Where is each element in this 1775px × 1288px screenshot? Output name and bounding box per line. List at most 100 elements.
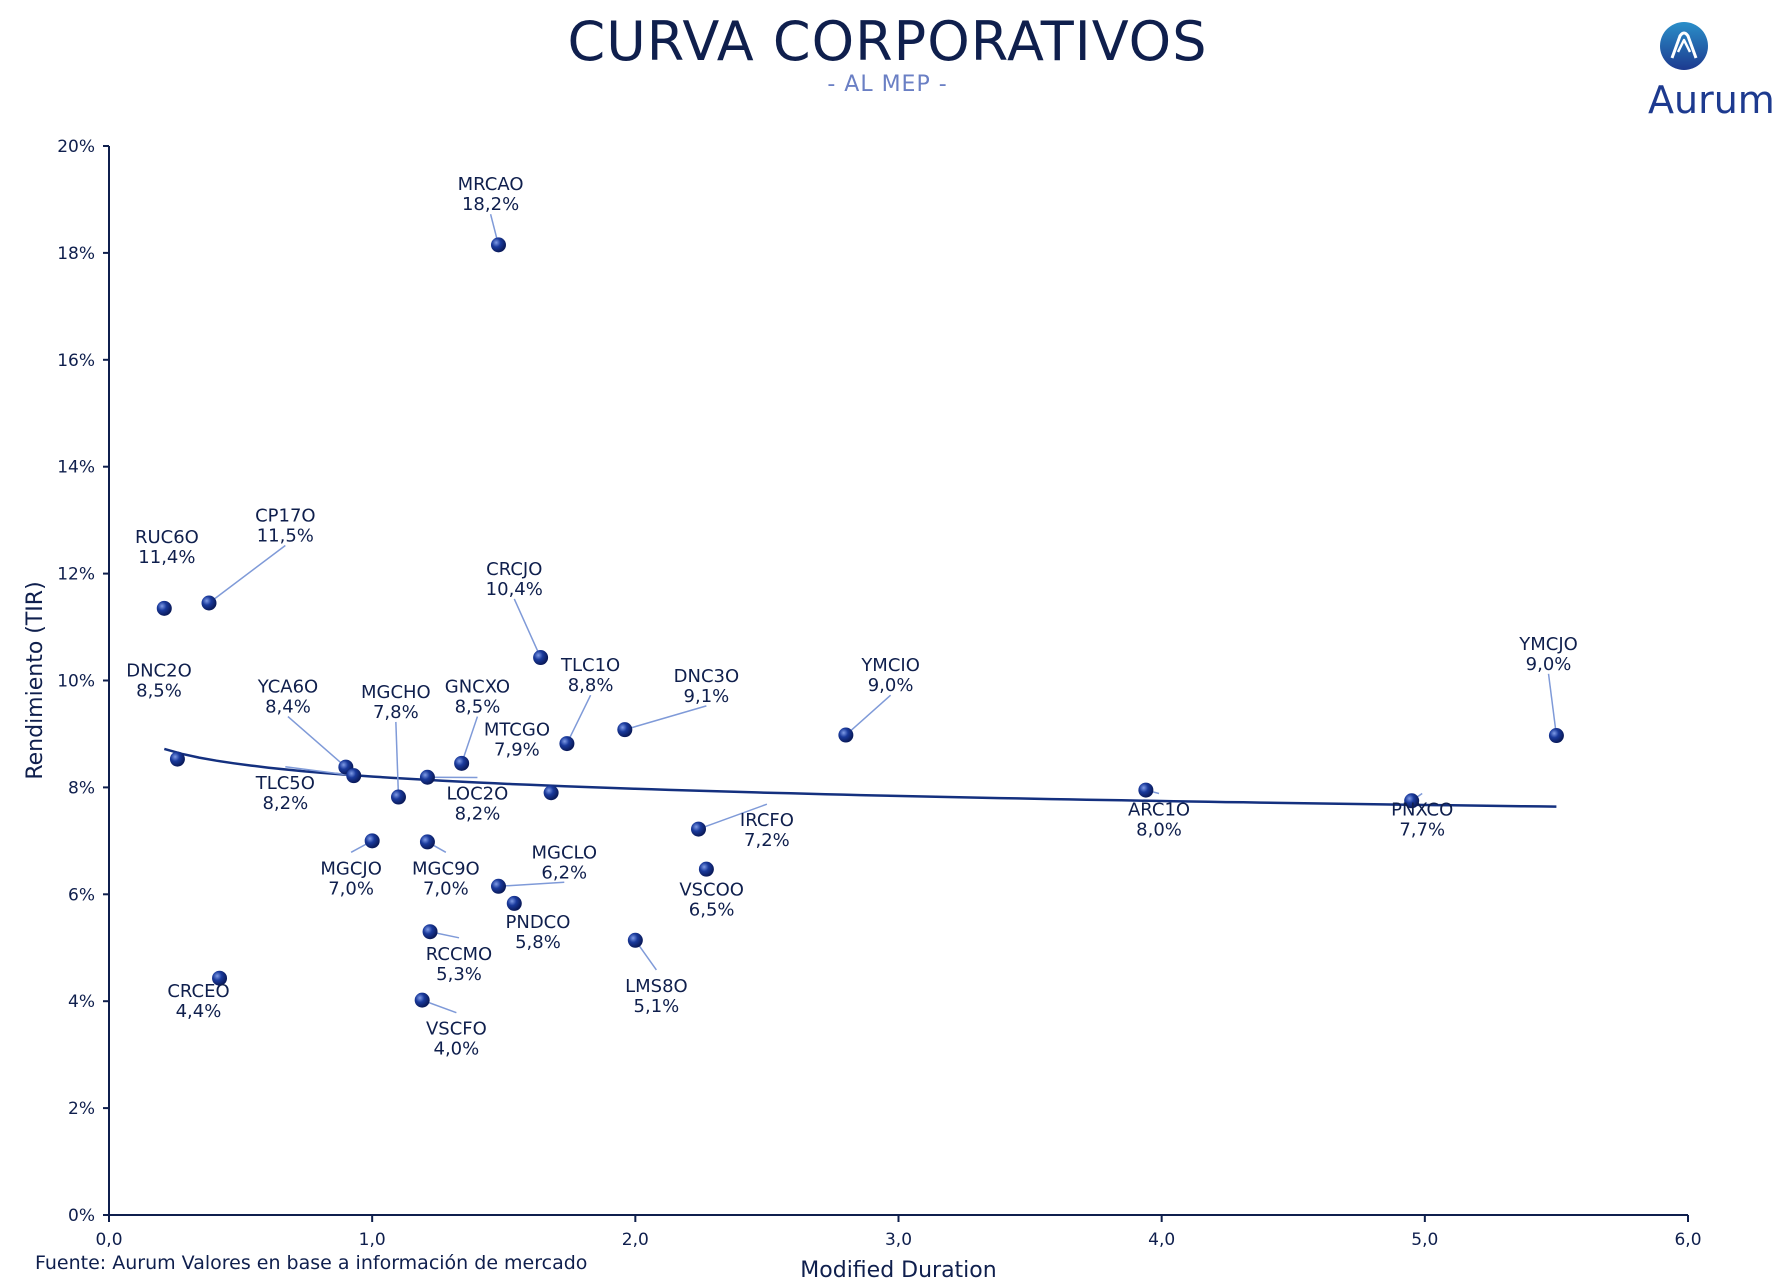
point-name-label: GNCXO [445, 677, 510, 698]
point-value-label: 11,4% [138, 547, 195, 568]
point-name-label: CRCEO [167, 981, 229, 1002]
point-value-label: 8,5% [455, 697, 501, 718]
point-name-label: MGC9O [412, 858, 480, 879]
point-value-label: 8,2% [262, 793, 308, 814]
point-value-label: 9,0% [868, 675, 914, 696]
x-tick-label: 4,0 [1148, 1230, 1175, 1250]
point-value-label: 8,2% [455, 803, 501, 824]
x-axis-title: Modified Duration [800, 1258, 996, 1283]
point-value-label: 4,0% [434, 1039, 480, 1060]
x-tick-label: 3,0 [885, 1230, 912, 1250]
point-value-label: 9,1% [684, 686, 730, 707]
x-tick-label: 6,0 [1674, 1230, 1701, 1250]
data-point-crceo [212, 970, 228, 986]
data-point-ruc6o [156, 600, 172, 616]
point-value-label: 7,0% [423, 878, 469, 899]
point-name-label: RCCMO [426, 944, 492, 965]
point-name-label: LOC2O [447, 783, 509, 804]
leader-line [460, 716, 479, 764]
point-name-label: MGCHO [361, 682, 431, 703]
y-tick-label: 18% [57, 244, 95, 264]
point-value-label: 5,8% [515, 932, 561, 953]
y-tick-label: 12% [57, 565, 95, 585]
point-value-label: 8,8% [568, 675, 614, 696]
y-tick-label: 6% [68, 885, 95, 905]
trendline [163, 747, 1557, 808]
data-point-loc2o [419, 769, 435, 785]
point-value-label: 5,3% [436, 964, 482, 985]
leader-line [395, 721, 400, 798]
point-value-label: 9,0% [1526, 654, 1572, 675]
x-tick-label: 2,0 [622, 1230, 649, 1250]
leader-line [513, 598, 542, 658]
data-point-dnc2o [169, 751, 185, 767]
point-name-label: IRCFO [740, 810, 794, 831]
y-tick-label: 2% [68, 1099, 95, 1119]
data-point-mgcho [390, 789, 406, 805]
data-point-ircfo [690, 821, 706, 837]
y-tick-label: 16% [57, 351, 95, 371]
point-value-label: 7,8% [373, 702, 419, 723]
point-value-label: 6,2% [541, 862, 587, 883]
point-name-label: LMS8O [625, 976, 688, 997]
point-name-label: YMCIO [860, 655, 920, 676]
leader-line [498, 881, 565, 888]
point-name-label: MTCGO [484, 719, 550, 740]
trendline-path [163, 747, 1557, 808]
data-point-vscoo [698, 861, 714, 877]
y-tick-label: 4% [68, 992, 95, 1012]
leader-line [208, 544, 286, 604]
point-name-label: MGCJO [320, 858, 382, 879]
chart-title: CURVA CORPORATIVOS [567, 10, 1208, 73]
point-name-label: CP17O [255, 506, 316, 527]
leader-line [287, 716, 347, 768]
data-point-tlc5o [346, 768, 362, 784]
aurum-logo [1618, 22, 1768, 122]
data-points [156, 237, 1564, 1008]
point-value-label: 7,7% [1399, 820, 1445, 841]
point-name-label: PNXCO [1391, 800, 1453, 821]
point-name-label: VSCOO [679, 880, 744, 901]
point-value-label: 11,5% [257, 526, 314, 547]
data-point-rccmo [422, 924, 438, 940]
point-name-label: MRCAO [458, 174, 524, 195]
x-tick-label: 5,0 [1411, 1230, 1438, 1250]
y-tick-label: 8% [68, 778, 95, 798]
axes: 0% 2% 4% 6% 8% 10% 12% 14% 16% 18% 20% 0,0 1,0 2,0 3,0… [23, 137, 1702, 1283]
data-point-mgcjo [364, 833, 380, 849]
data-point-vscfo [414, 992, 430, 1008]
y-axis-title: Rendimiento (TIR) [23, 581, 48, 779]
aurum-logo-icon [1660, 22, 1708, 70]
point-name-label: DNC2O [126, 661, 192, 682]
x-tick-label: 1,0 [359, 1230, 386, 1250]
point-value-label: 4,4% [176, 1001, 222, 1022]
leader-line [624, 705, 707, 731]
data-point-crcjo [533, 650, 549, 666]
point-value-label: 10,4% [486, 579, 543, 600]
point-name-label: CRCJO [486, 559, 542, 580]
y-tick-label: 10% [57, 672, 95, 692]
leader-lines [208, 213, 1558, 1014]
data-point-mgclo [490, 878, 506, 894]
point-name-label: PNDCO [506, 912, 571, 933]
y-tick-label: 20% [57, 137, 95, 157]
y-tick-label: 0% [68, 1206, 95, 1226]
point-name-label: YMCJO [1518, 634, 1578, 655]
leader-line [285, 766, 354, 777]
data-point-ymcjo [1548, 728, 1564, 744]
x-tick-label: 0,0 [95, 1230, 122, 1250]
data-point-gncxo [454, 755, 470, 771]
leader-line [1547, 673, 1558, 736]
source-note: Fuente: Aurum Valores en base a informac… [35, 1252, 588, 1274]
point-value-label: 18,2% [462, 194, 519, 215]
point-name-label: DNC3O [674, 666, 740, 687]
data-point-cp17o [201, 595, 217, 611]
point-value-label: 8,5% [136, 681, 182, 702]
point-name-label: ARC1O [1128, 800, 1190, 821]
point-value-label: 7,9% [494, 739, 540, 760]
leader-line [698, 803, 768, 830]
point-value-label: 7,2% [744, 830, 790, 851]
point-name-label: TLC5O [255, 773, 315, 794]
leader-line [566, 694, 592, 744]
